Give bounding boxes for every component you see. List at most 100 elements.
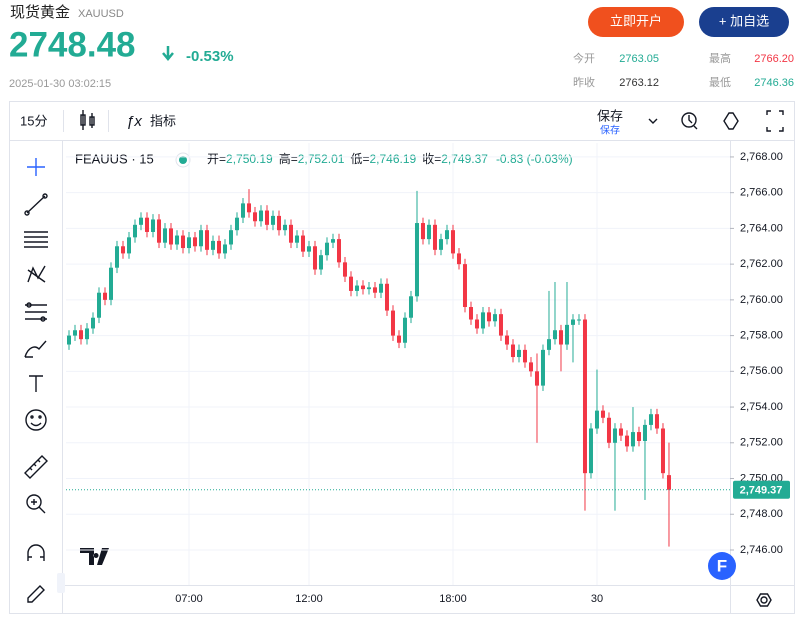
- candle-body: [528, 362, 533, 372]
- fullscreen-button[interactable]: [766, 110, 784, 132]
- save-sub[interactable]: 保存: [600, 124, 620, 137]
- status-dot: [179, 156, 187, 164]
- candle-body: [492, 314, 497, 322]
- candle-body: [558, 330, 563, 345]
- candle-body: [234, 217, 239, 231]
- stat-value: 2763.05: [619, 53, 659, 65]
- candle-body: [654, 414, 659, 429]
- y-tick-label: 2,762.00: [740, 258, 783, 270]
- candle-body: [360, 285, 365, 290]
- stat-label: 今开: [573, 51, 595, 65]
- open-account-label[interactable]: 立即开户: [610, 13, 662, 28]
- candle-body: [162, 228, 167, 243]
- legend-label: 高=: [279, 151, 298, 166]
- candle-body: [180, 235, 185, 249]
- x-tick-label: 18:00: [439, 593, 467, 605]
- y-tick-label: 2,746.00: [740, 544, 783, 556]
- candle-body: [108, 267, 113, 300]
- candle-body: [576, 319, 581, 321]
- candle-body: [456, 253, 461, 265]
- watchlist-label[interactable]: + 加自选: [719, 13, 769, 28]
- candle-body: [84, 328, 89, 340]
- timestamp: 2025-01-30 03:02:15: [9, 78, 111, 90]
- candle-body: [642, 424, 647, 442]
- candle-body: [570, 319, 575, 325]
- legend-label: 低=: [350, 152, 369, 166]
- candle-body: [612, 428, 617, 443]
- candle-body: [402, 317, 407, 343]
- plot: 2,746.002,748.002,750.002,752.002,754.00…: [66, 143, 790, 605]
- legend-value: 2,749.37: [441, 152, 488, 166]
- interval[interactable]: 15分: [20, 113, 47, 128]
- candle-body: [306, 246, 311, 252]
- candle-body: [582, 319, 587, 474]
- candle-body: [636, 432, 641, 442]
- candle-body: [96, 292, 101, 318]
- stat-value: 2746.36: [754, 77, 794, 89]
- tv-logo: [80, 548, 109, 565]
- candle-body: [426, 224, 431, 240]
- candle-body: [450, 230, 455, 254]
- stat-label: 昨收: [573, 75, 595, 89]
- y-tick-label: 2,760.00: [740, 294, 783, 306]
- candle-body: [198, 230, 203, 247]
- y-tick-label: 2,754.00: [740, 401, 783, 413]
- candle-body: [354, 285, 359, 291]
- candle-body: [300, 235, 305, 252]
- candle-body: [504, 335, 509, 345]
- candle-body: [600, 410, 605, 418]
- candle-body: [240, 203, 245, 218]
- candle-body: [372, 287, 377, 293]
- candle-body: [468, 307, 473, 320]
- candle-body: [156, 219, 161, 243]
- candle-body: [594, 410, 599, 429]
- candle-body: [144, 217, 149, 232]
- candle-body: [294, 235, 299, 243]
- candle-body: [282, 224, 287, 231]
- axis-settings[interactable]: [756, 593, 772, 607]
- candle-body: [414, 223, 419, 297]
- alert-button[interactable]: [681, 112, 698, 130]
- collapse-handle[interactable]: [57, 573, 65, 593]
- watchlist-button[interactable]: [699, 7, 789, 37]
- candle-body: [90, 317, 95, 329]
- candle-body: [666, 475, 671, 490]
- x-tick-label: 30: [591, 593, 603, 605]
- settings-button[interactable]: [723, 112, 739, 130]
- candle-body: [510, 344, 515, 358]
- y-tick-label: 2,768.00: [740, 151, 783, 163]
- candle-body: [312, 246, 317, 270]
- legend-value: 2,750.19: [226, 152, 273, 166]
- candle-body: [318, 255, 323, 270]
- candle-body: [534, 371, 539, 386]
- down-arrow: [162, 46, 174, 61]
- candle-body: [132, 224, 137, 238]
- x-tick-label: 12:00: [295, 593, 323, 605]
- candle-body: [330, 239, 335, 243]
- legend-value: 2,752.01: [298, 152, 345, 166]
- candle-body: [246, 203, 251, 213]
- candle-body: [384, 283, 389, 311]
- candle-body: [480, 312, 485, 329]
- candle-body: [78, 330, 83, 340]
- save-menu[interactable]: [648, 118, 658, 124]
- candle-body: [522, 349, 527, 363]
- candle-body: [564, 324, 569, 345]
- chart-type-button[interactable]: [80, 110, 95, 130]
- logo-badge: [708, 552, 736, 580]
- candle-body: [252, 212, 257, 222]
- stat-label: 最低: [709, 76, 731, 89]
- y-tick-label: 2,756.00: [740, 365, 783, 377]
- candle-body: [438, 239, 443, 250]
- drawing-tools[interactable]: [24, 158, 48, 603]
- candle-body: [174, 235, 179, 245]
- save[interactable]: 保存: [597, 108, 623, 123]
- fx-icon[interactable]: ƒx: [126, 113, 142, 130]
- ohlc-legend: 开=2,750.19 高=2,752.01 低=2,746.19 收=2,749.37…: [207, 151, 573, 166]
- indicators[interactable]: 指标: [150, 113, 176, 128]
- legend-change: -0.83 (-0.03%): [496, 152, 573, 166]
- candle-body: [222, 244, 227, 254]
- open-account-button[interactable]: [588, 7, 684, 37]
- candle-body: [408, 296, 413, 318]
- last-price-label: 2,749.37: [740, 485, 783, 497]
